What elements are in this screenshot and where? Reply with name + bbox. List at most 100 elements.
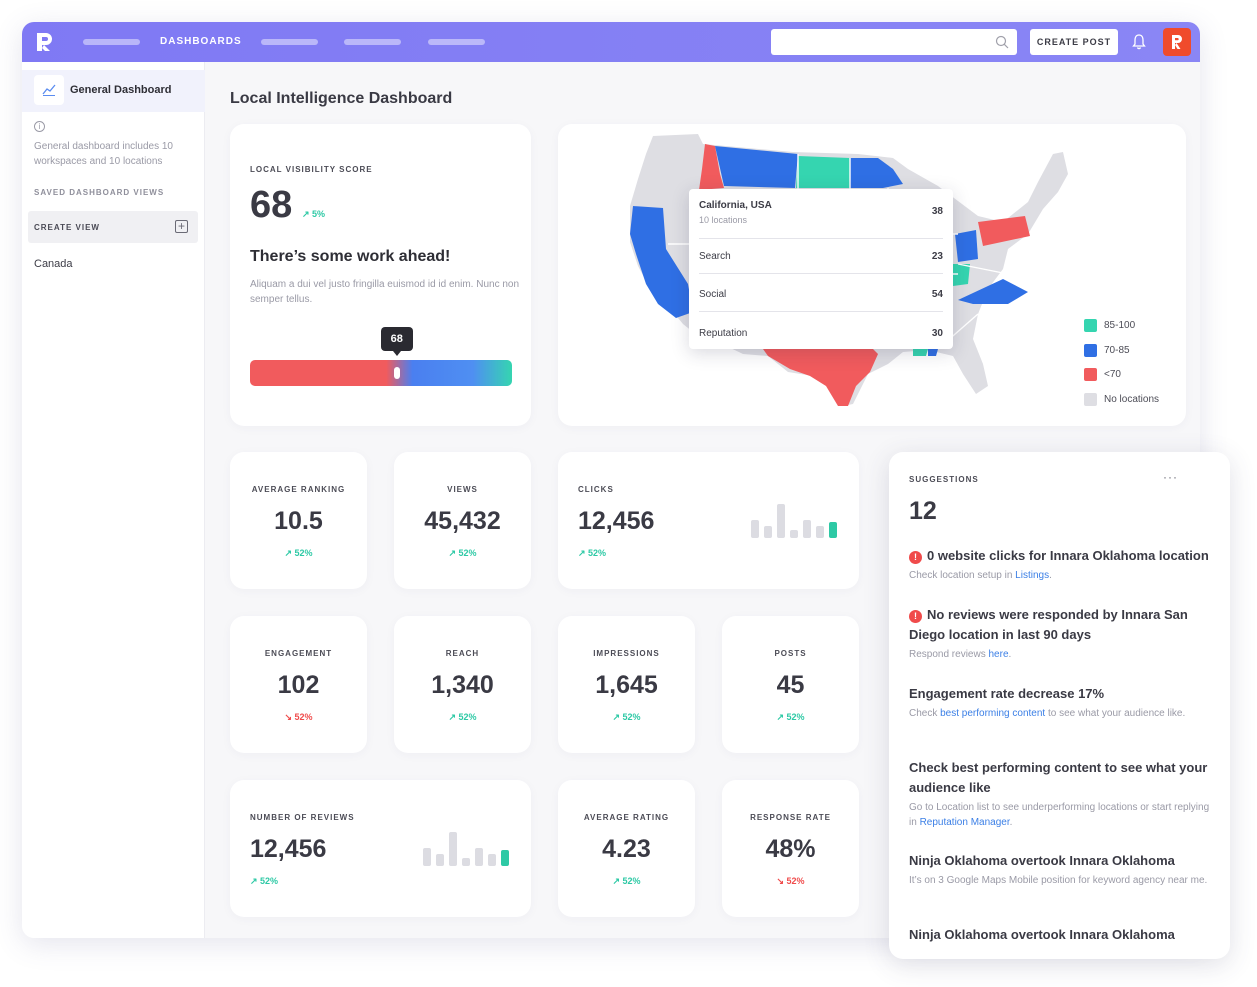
- logo-icon[interactable]: [34, 31, 56, 53]
- metric-trend: ↗ 52%: [612, 876, 641, 886]
- metric-trend-value: 52%: [458, 548, 477, 558]
- suggestion-item[interactable]: Ninja Oklahoma overtook Innara Oklahoma …: [909, 851, 1214, 888]
- info-icon: i: [34, 121, 45, 132]
- legend-swatch: [1084, 319, 1097, 332]
- metric-trend-value: 52%: [294, 712, 313, 722]
- metric-card-average-rating[interactable]: AVERAGE RATING 4.23 ↗ 52%: [558, 780, 695, 917]
- tooltip-row-name: Reputation: [699, 328, 748, 339]
- create-view-button[interactable]: CREATE VIEW +: [28, 211, 198, 243]
- saved-views-heading: SAVED DASHBOARD VIEWS: [34, 188, 165, 197]
- metric-trend: ↗ 52%: [250, 876, 279, 886]
- suggestion-description: Respond reviews here.: [909, 647, 1214, 662]
- visibility-headline: There’s some work ahead!: [250, 248, 451, 265]
- metric-label: CLICKS: [578, 485, 614, 494]
- metric-card-engagement[interactable]: ENGAGEMENT 102 ↘ 52%: [230, 616, 367, 753]
- suggestion-description: Check location setup in Listings.: [909, 568, 1214, 583]
- metric-trend-value: 52%: [786, 712, 805, 722]
- metric-trend: ↗ 52%: [578, 548, 607, 558]
- create-view-label: CREATE VIEW: [34, 223, 100, 232]
- suggestions-panel: SUGGESTIONS ··· 12 ! 0 website clicks for…: [889, 452, 1230, 959]
- metric-value: 12,456: [578, 507, 655, 535]
- metric-trend-value: 52%: [294, 548, 313, 558]
- metric-value: 102: [277, 671, 320, 699]
- search-input[interactable]: [771, 29, 1017, 55]
- suggestion-item[interactable]: Ninja Oklahoma overtook Innara Oklahoma: [909, 925, 1214, 945]
- map-region-idaho: [699, 144, 724, 190]
- tooltip-total: 38: [931, 206, 943, 217]
- spark-bar: [803, 520, 811, 538]
- suggestion-item[interactable]: ! 0 website clicks for Innara Oklahoma lo…: [909, 546, 1214, 583]
- suggestion-item[interactable]: ! No reviews were responded by Innara San…: [909, 605, 1214, 662]
- metric-card-clicks[interactable]: CLICKS 12,456 ↗ 52%: [558, 452, 859, 589]
- suggestion-description: Go to Location list to see underperformi…: [909, 800, 1214, 830]
- metric-card-reach[interactable]: REACH 1,340 ↗ 52%: [394, 616, 531, 753]
- listings-link[interactable]: Listings: [1015, 570, 1050, 581]
- reputation-manager-link[interactable]: Reputation Manager: [919, 817, 1010, 828]
- metric-label: VIEWS: [447, 485, 478, 494]
- plus-icon: +: [175, 220, 188, 233]
- map-region-north-carolina: [958, 279, 1028, 304]
- map-region-minnesota: [850, 158, 903, 188]
- avatar[interactable]: [1163, 28, 1191, 56]
- sidebar-item-general-dashboard[interactable]: General Dashboard: [22, 70, 205, 112]
- suggestion-item[interactable]: Engagement rate decrease 17% Check best …: [909, 684, 1214, 721]
- create-post-button[interactable]: CREATE POST: [1030, 29, 1118, 55]
- alert-icon: !: [909, 610, 922, 623]
- suggestion-title: ! 0 website clicks for Innara Oklahoma lo…: [909, 546, 1214, 566]
- metric-trend: ↗ 52%: [448, 548, 477, 558]
- here-link[interactable]: here: [988, 649, 1009, 660]
- metric-trend: ↗ 52%: [776, 712, 805, 722]
- metric-card-posts[interactable]: POSTS 45 ↗ 52%: [722, 616, 859, 753]
- spark-bar: [436, 854, 444, 866]
- nav-placeholder[interactable]: [261, 39, 318, 45]
- metric-trend-value: 52%: [786, 876, 805, 886]
- suggestion-title-text: 0 website clicks for Innara Oklahoma loc…: [927, 548, 1209, 563]
- tooltip-row: Reputation 30: [699, 312, 943, 349]
- spark-bar: [816, 526, 824, 538]
- metric-value: 1,340: [431, 671, 494, 699]
- suggestion-text: .: [1009, 817, 1013, 828]
- tooltip-row-value: 54: [931, 289, 943, 300]
- sidebar-item-canada[interactable]: Canada: [34, 258, 73, 270]
- legend-item-85-100: 85-100: [1084, 319, 1159, 344]
- tooltip-row-value: 30: [931, 328, 943, 339]
- visibility-score: 68: [250, 184, 293, 226]
- metric-card-response-rate[interactable]: RESPONSE RATE 48% ↘ 52%: [722, 780, 859, 917]
- nav-dashboards[interactable]: DASHBOARDS: [160, 36, 242, 47]
- suggestion-text: to see what your audience like.: [1045, 708, 1186, 719]
- metric-card-impressions[interactable]: IMPRESSIONS 1,645 ↗ 52%: [558, 616, 695, 753]
- suggestion-item[interactable]: Check best performing content to see wha…: [909, 758, 1214, 830]
- nav-placeholder[interactable]: [344, 39, 401, 45]
- metric-card-views[interactable]: VIEWS 45,432 ↗ 52%: [394, 452, 531, 589]
- metric-card-average-ranking[interactable]: AVERAGE RANKING 10.5 ↗ 52%: [230, 452, 367, 589]
- spark-bar: [829, 522, 837, 538]
- search-icon: [995, 35, 1009, 49]
- metric-label: REACH: [445, 649, 480, 658]
- suggestion-title: Check best performing content to see wha…: [909, 760, 1208, 795]
- map-tooltip: California, USA 10 locations 38 Search 2…: [689, 189, 953, 349]
- suggestions-count: 12: [909, 497, 937, 525]
- suggestion-text: Check: [909, 708, 941, 719]
- suggestion-text: Go to Location list to see underperformi…: [909, 802, 1210, 828]
- tooltip-row-name: Social: [699, 289, 727, 300]
- alert-icon: !: [909, 551, 922, 564]
- tooltip-row: Social 54: [699, 274, 943, 312]
- suggestion-text: Respond reviews: [909, 649, 989, 660]
- suggestion-title: ! No reviews were responded by Innara San…: [909, 605, 1214, 645]
- chart-icon: [34, 75, 64, 105]
- best-performing-content-link[interactable]: best performing content: [940, 708, 1046, 719]
- legend-label: 85-100: [1104, 320, 1136, 331]
- suggestion-title: Ninja Oklahoma overtook Innara Oklahoma: [909, 927, 1175, 942]
- tooltip-subtitle: 10 locations: [699, 215, 748, 225]
- nav-placeholder[interactable]: [428, 39, 485, 45]
- map-legend: 85-100 70-85 <70 No locations: [1084, 319, 1159, 417]
- spark-bar: [475, 848, 483, 866]
- metric-card-number-of-reviews[interactable]: NUMBER OF REVIEWS 12,456 ↗ 52%: [230, 780, 531, 917]
- tooltip-row-name: Search: [699, 251, 731, 262]
- suggestion-text: .: [1008, 649, 1012, 660]
- nav-placeholder[interactable]: [83, 39, 140, 45]
- more-options-icon[interactable]: ···: [1163, 470, 1178, 484]
- visibility-slider-handle[interactable]: [393, 367, 400, 379]
- bell-icon[interactable]: [1132, 33, 1146, 50]
- legend-item-under-70: <70: [1084, 368, 1159, 393]
